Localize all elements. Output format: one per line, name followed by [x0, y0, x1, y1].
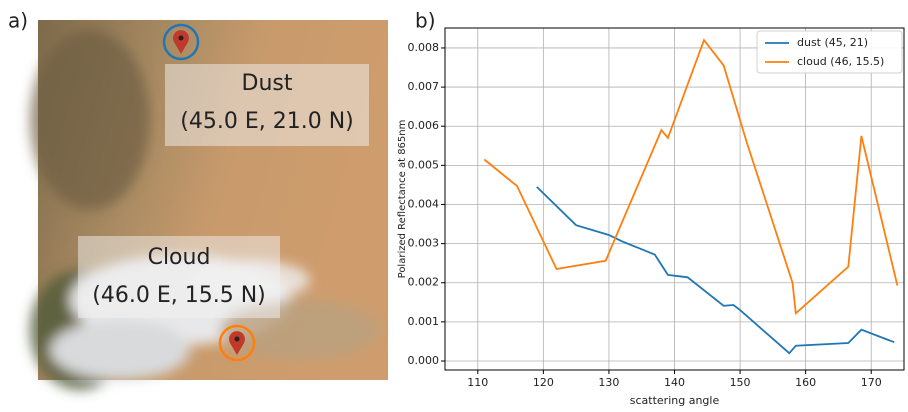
panel-label: a)	[8, 9, 28, 33]
data-line	[483, 38, 899, 316]
y-tick-label: 0.000	[408, 354, 440, 367]
y-axis-label: Polarized Reflectance at 865nm	[397, 120, 408, 279]
y-tick-label: 0.004	[408, 197, 440, 210]
y-tick-label: 0.001	[408, 315, 440, 328]
x-tick-label: 170	[861, 376, 882, 389]
legend-label: dust (45, 21)	[797, 36, 868, 49]
x-tick-label: 110	[467, 376, 488, 389]
x-tick-label: 130	[598, 376, 619, 389]
y-tick-label: 0.006	[408, 119, 440, 132]
x-axis-label: scattering angle	[630, 394, 720, 407]
y-tick-label: 0.003	[408, 237, 440, 250]
location-coords: (45.0 E, 21.0 N)	[180, 109, 353, 134]
y-tick-label: 0.007	[408, 80, 440, 93]
legend-box	[756, 30, 903, 74]
plot-frame	[444, 27, 905, 371]
data-line	[536, 186, 895, 355]
location-title: Dust	[242, 71, 293, 96]
location-coords: (46.0 E, 15.5 N)	[92, 283, 265, 308]
x-tick-label: 160	[795, 376, 816, 389]
legend-label: cloud (46, 15.5)	[797, 55, 884, 68]
x-tick-label: 120	[533, 376, 554, 389]
x-tick-label: 150	[730, 376, 751, 389]
y-tick-label: 0.005	[408, 158, 440, 171]
y-tick-label: 0.002	[408, 276, 440, 289]
x-tick-label: 140	[664, 376, 685, 389]
chart: 0.000 0.001 0.002 0.003 0.004 0.005 0.006 0.007…	[397, 27, 905, 407]
location-title: Cloud	[148, 245, 211, 270]
satellite-image: Dust (45.0 E, 21.0 N) Cloud (46.0 E, 15.…	[30, 20, 388, 390]
panel-label: b)	[415, 9, 436, 33]
y-tick-label: 0.008	[408, 41, 440, 54]
